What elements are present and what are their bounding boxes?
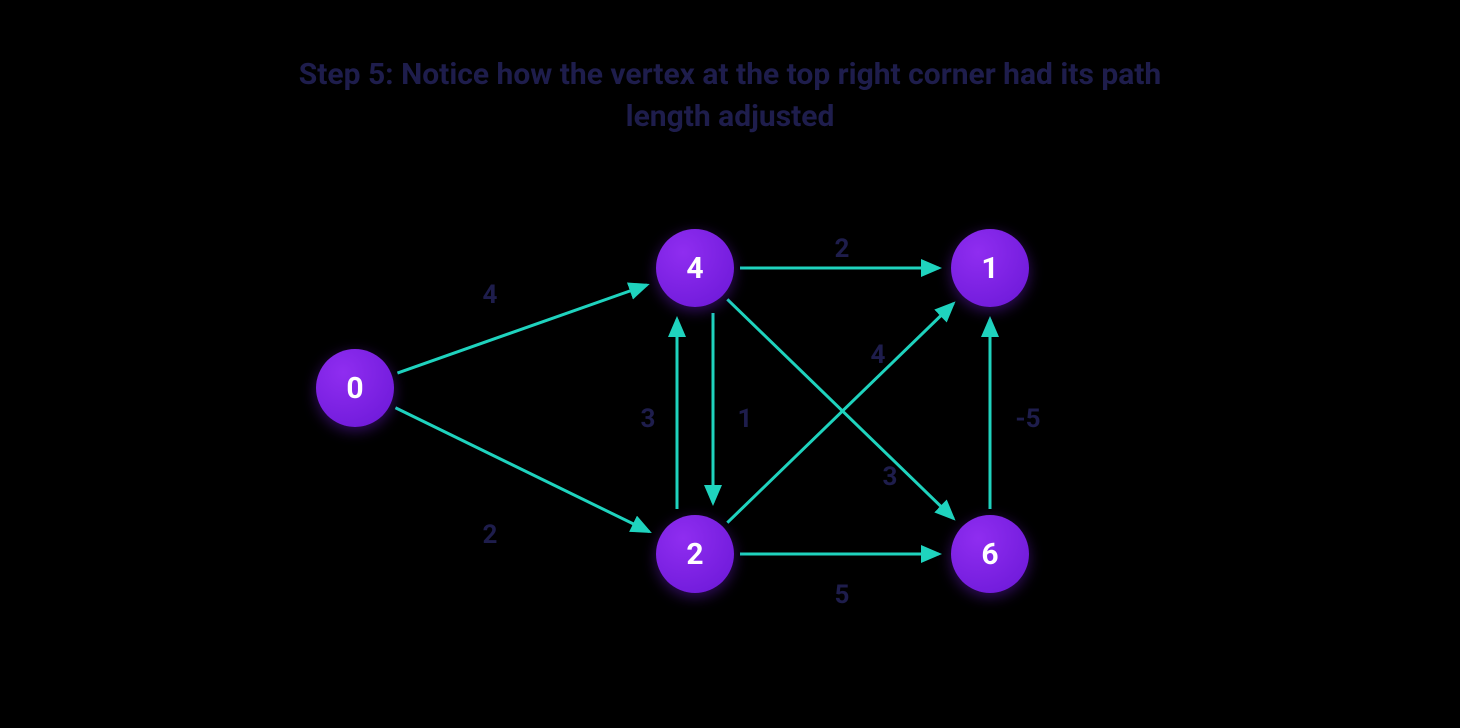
graph-node: 4 bbox=[656, 229, 734, 307]
graph-edge-label: 1 bbox=[738, 404, 753, 434]
graph-edge-label: 2 bbox=[835, 234, 850, 264]
graph-node-label: 6 bbox=[981, 537, 998, 572]
graph-edge bbox=[727, 299, 953, 518]
graph-node: 6 bbox=[951, 515, 1029, 593]
graph-edge-label: 4 bbox=[483, 280, 498, 310]
graph-edge-label: 3 bbox=[641, 404, 656, 434]
graph-node-label: 4 bbox=[686, 251, 703, 286]
graph-node: 1 bbox=[951, 229, 1029, 307]
graph-container: 4 2 2 3 1 4 3 5 -5 0 4 2 1 6 bbox=[0, 0, 1460, 728]
graph-edge-label: -5 bbox=[1015, 404, 1040, 434]
graph-edge-label: 3 bbox=[883, 462, 898, 492]
graph-node-label: 0 bbox=[346, 371, 363, 406]
graph-edge-label: 2 bbox=[483, 520, 498, 550]
graph-edge bbox=[727, 303, 953, 522]
graph-node: 2 bbox=[656, 515, 734, 593]
graph-node-label: 2 bbox=[686, 537, 703, 572]
graph-node: 0 bbox=[316, 349, 394, 427]
graph-node-label: 1 bbox=[981, 251, 998, 286]
graph-edge bbox=[395, 408, 649, 532]
graph-edges-svg: 4 2 2 3 1 4 3 5 -5 bbox=[0, 0, 1460, 728]
graph-edge-label: 5 bbox=[835, 580, 850, 610]
graph-edge bbox=[397, 285, 646, 373]
graph-edge-label: 4 bbox=[871, 340, 886, 370]
